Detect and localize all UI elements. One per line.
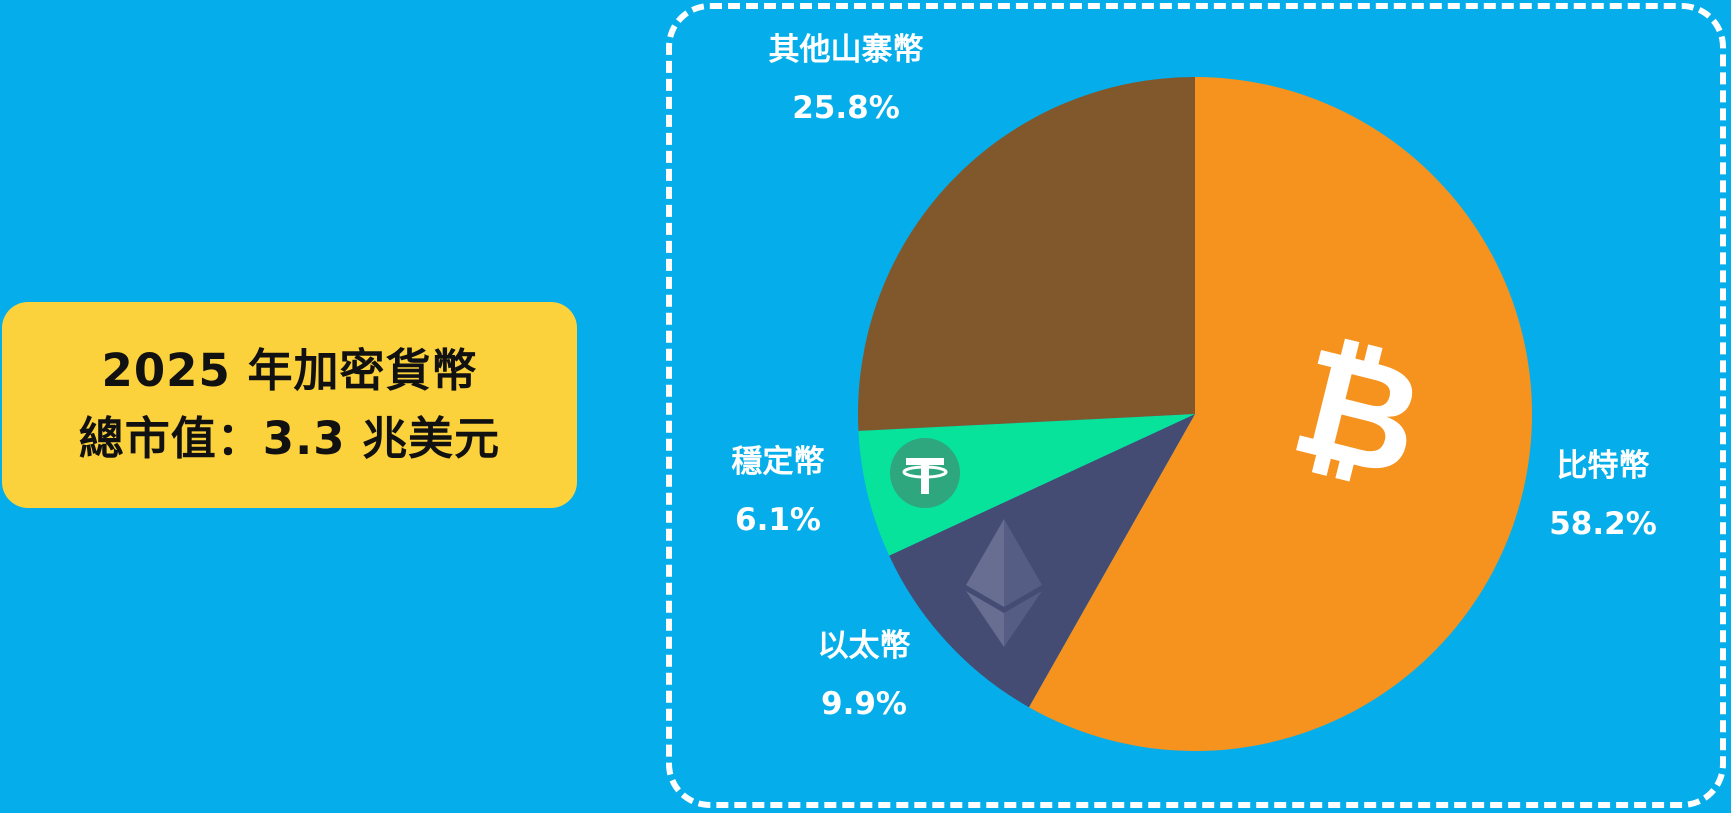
ethereum-icon [966,519,1042,647]
slice-name-label: 穩定幣 [732,444,825,480]
slice-name-label: 以太幣 [818,628,911,664]
chart-frame [666,3,1726,808]
tether-icon [890,438,960,508]
chart-title-line-2: 總市值：3.3 兆美元 [78,412,501,465]
slice-value-label: 25.8% [792,90,900,126]
title-box: 2025 年加密貨幣 總市值：3.3 兆美元 [2,302,577,508]
slice-value-label: 58.2% [1549,506,1657,542]
slice-value-label: 9.9% [821,686,907,722]
pie-slice [889,414,1195,708]
slice-name-label: 比特幣 [1557,448,1650,484]
slice-value-label: 6.1% [735,502,821,538]
slice-name-label: 其他山寨幣 [769,32,924,68]
pie-slice [858,77,1195,431]
chart-title-line-1: 2025 年加密貨幣 [101,344,478,397]
pie-slice [1028,77,1533,751]
